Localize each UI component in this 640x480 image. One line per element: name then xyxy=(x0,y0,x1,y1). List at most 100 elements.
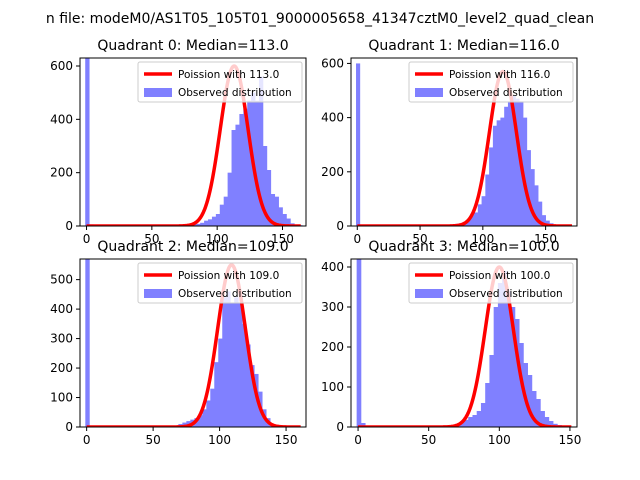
histogram-bar xyxy=(523,117,528,226)
x-tick-label: 0 xyxy=(83,433,91,447)
histogram-bar xyxy=(502,271,507,427)
histogram-bar xyxy=(198,415,203,427)
histogram-bar xyxy=(226,291,231,427)
quadrant-3-plot-area xyxy=(356,259,573,427)
histogram-bar xyxy=(208,219,213,226)
histogram-bar xyxy=(239,114,244,226)
axes-frame xyxy=(79,57,307,227)
y-tick-label: 600 xyxy=(321,56,344,70)
histogram-bar xyxy=(360,423,366,427)
histogram-bar xyxy=(85,58,90,226)
legend-observed-swatch xyxy=(415,289,443,298)
x-tick-label: 0 xyxy=(83,232,91,246)
legend-observed-label: Observed distribution xyxy=(178,87,292,99)
quadrant-0-plot-area xyxy=(85,58,303,226)
histogram-bar xyxy=(218,338,223,427)
histogram-bar xyxy=(506,291,512,427)
histogram-bar xyxy=(219,204,225,226)
histogram-bar xyxy=(480,403,486,427)
histogram-bar xyxy=(514,319,520,427)
legend-fit-label: Poission with 113.0 xyxy=(178,69,279,81)
histogram-bar xyxy=(246,344,251,427)
histogram-bar xyxy=(230,303,235,427)
histogram-bar xyxy=(200,222,205,226)
quadrant-0-title: Quadrant 0: Median=113.0 xyxy=(97,38,288,54)
y-tick-label: 300 xyxy=(321,300,344,314)
x-tick-label: 0 xyxy=(353,232,361,246)
poisson-fit-line xyxy=(85,64,302,226)
legend-observed-swatch xyxy=(144,289,172,298)
histogram-bar xyxy=(459,422,465,427)
y-tick-label: 400 xyxy=(321,111,344,125)
histogram-bar xyxy=(258,76,264,226)
histogram-bar xyxy=(485,383,490,427)
histogram-bar xyxy=(504,106,509,226)
legend-observed-swatch xyxy=(415,88,443,97)
quadrant-1-title: Quadrant 1: Median=116.0 xyxy=(368,38,559,54)
histogram-bar xyxy=(234,297,239,427)
x-tick-label: 150 xyxy=(275,433,298,447)
histogram-bar xyxy=(530,169,535,226)
legend-observed-label: Observed distribution xyxy=(178,288,292,300)
histogram-bar xyxy=(356,259,362,427)
axes-frame xyxy=(79,258,307,428)
y-tick-label: 400 xyxy=(50,302,73,316)
histogram-bar xyxy=(468,417,473,427)
quadrant-0-panel: 0 50 100 150 0 200 400 600 Quadrant 0: Median=11… xyxy=(50,38,307,246)
histogram-bar xyxy=(231,130,236,226)
y-tick-label: 0 xyxy=(65,219,73,233)
legend: Poission with 116.0 Observed distribution xyxy=(408,61,574,103)
poisson-fit-line xyxy=(85,263,302,427)
histogram-bar xyxy=(485,174,490,226)
y-tick-label: 100 xyxy=(50,391,73,405)
histogram-bar xyxy=(247,100,252,226)
histogram-bar xyxy=(282,214,287,226)
histogram-bar xyxy=(206,400,211,427)
histogram-bar xyxy=(515,98,520,226)
histogram-bar xyxy=(527,375,533,427)
histogram-bar xyxy=(243,108,248,226)
y-tick-label: 0 xyxy=(336,420,344,434)
histogram-bar xyxy=(481,196,486,226)
figure-title: n file: modeM0/AS1T05_105T01_9000005658_… xyxy=(46,11,594,27)
histogram-bar xyxy=(477,204,482,226)
histogram-bar xyxy=(472,415,478,427)
legend-box xyxy=(137,61,303,103)
histogram-bar xyxy=(538,201,543,226)
histogram-bar xyxy=(541,215,546,226)
y-tick-label: 200 xyxy=(50,361,73,375)
histogram-bar xyxy=(210,388,215,427)
quadrant-1-plot-area xyxy=(356,63,574,226)
histogram-bar xyxy=(497,283,503,427)
x-tick-label: 50 xyxy=(421,433,436,447)
histogram-bar xyxy=(470,215,475,226)
histogram-bar xyxy=(202,409,207,427)
y-tick-label: 200 xyxy=(50,166,73,180)
histogram-bar xyxy=(493,307,499,427)
x-tick-label: 50 xyxy=(145,433,160,447)
quadrant-2-panel: 0 50 100 150 0 100 200 300 400 500 Quadrant 2: Med… xyxy=(50,239,307,447)
axes-frame xyxy=(350,57,578,227)
y-tick-label: 100 xyxy=(321,380,344,394)
histogram-bar xyxy=(510,307,516,427)
histogram-bar xyxy=(215,214,221,226)
poisson-fit-line xyxy=(356,69,574,226)
y-tick-label: 500 xyxy=(50,273,73,287)
histogram-bar xyxy=(464,419,469,427)
y-tick-label: 200 xyxy=(321,340,344,354)
legend-box xyxy=(408,61,574,103)
histogram-bar xyxy=(214,362,219,427)
x-tick-label: 100 xyxy=(471,232,494,246)
x-tick-label: 50 xyxy=(412,232,427,246)
legend-fit-label: Poission with 109.0 xyxy=(178,270,279,282)
poisson-fit-line xyxy=(357,265,573,427)
histogram-bar xyxy=(274,196,279,226)
y-tick-label: 0 xyxy=(65,420,73,434)
x-tick-label: 100 xyxy=(208,433,231,447)
legend-fit-label: Poission with 100.0 xyxy=(449,270,550,282)
y-tick-label: 300 xyxy=(50,332,73,346)
histogram-bar xyxy=(270,194,276,226)
histogram-bar xyxy=(489,355,495,427)
histogram-bar xyxy=(536,399,541,427)
